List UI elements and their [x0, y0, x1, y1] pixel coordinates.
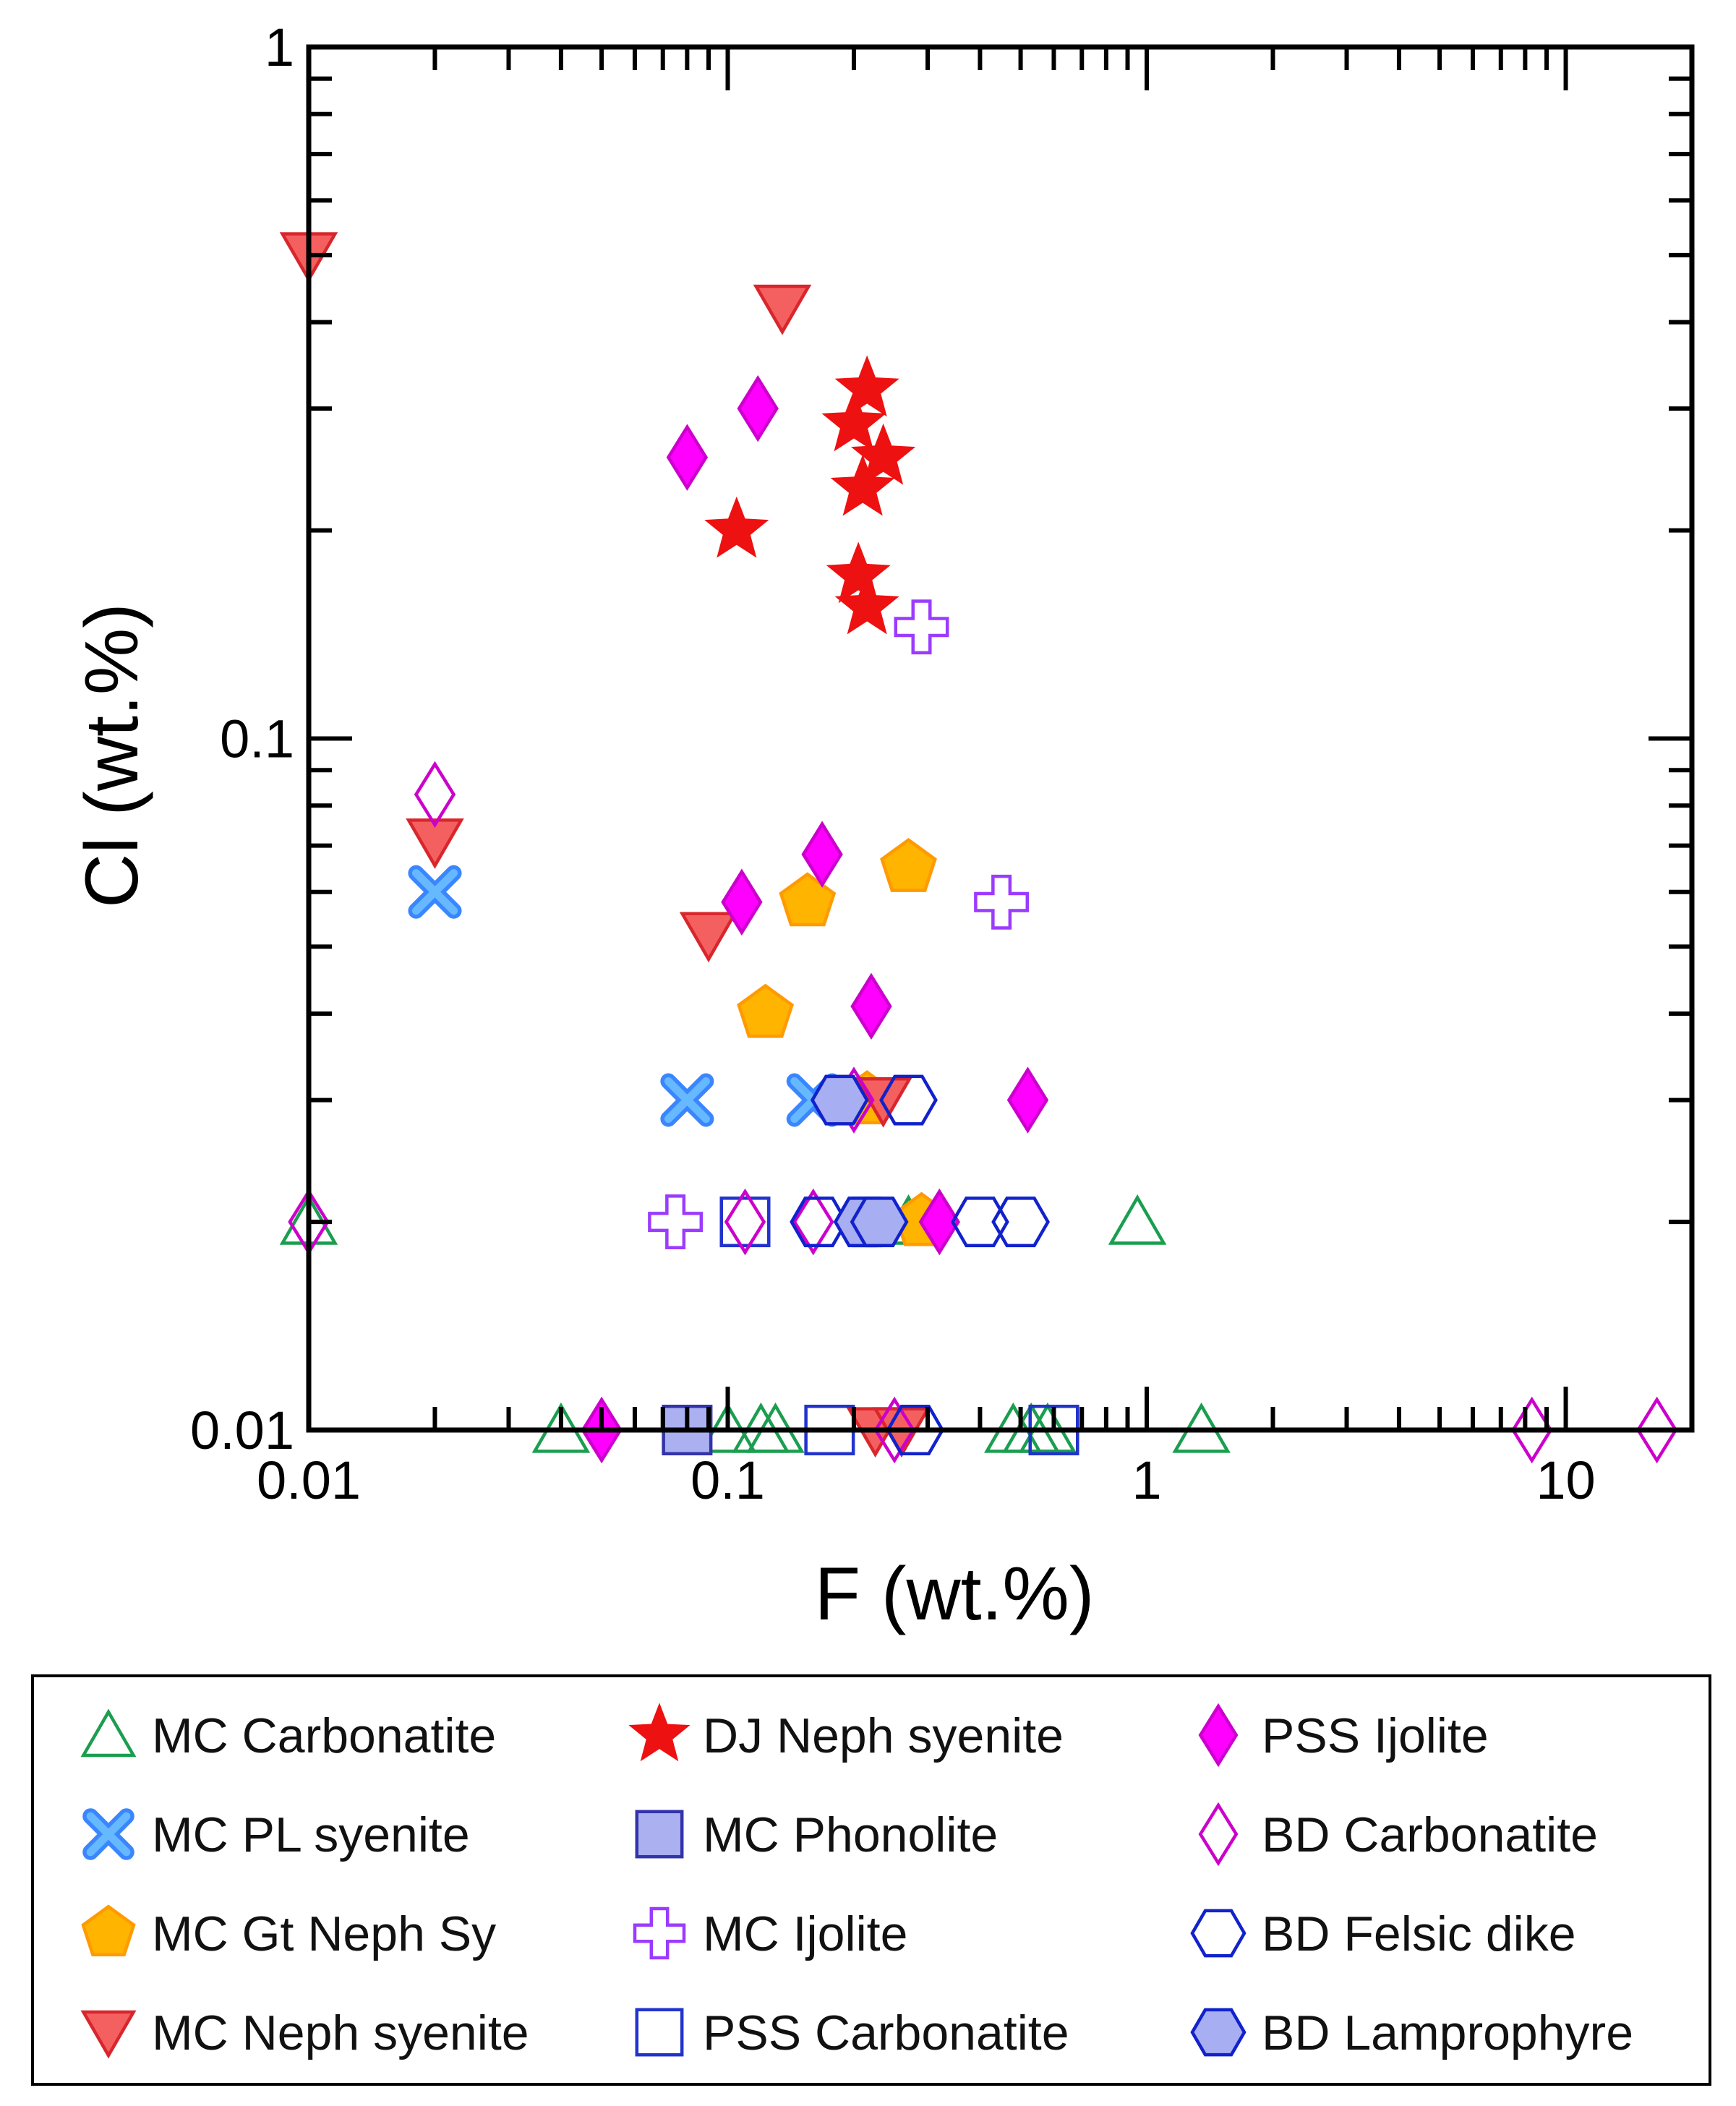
- data-point: [830, 454, 895, 516]
- data-point: [850, 1197, 909, 1248]
- data-point: [753, 284, 812, 335]
- y-tick-label: 0.1: [220, 709, 294, 769]
- x-tick-label: 1: [1132, 1450, 1161, 1510]
- legend-label: MC Carbonatite: [152, 1708, 496, 1763]
- legend-marker: [628, 1703, 690, 1762]
- x-tick-label: 0.01: [257, 1450, 361, 1510]
- legend-label: DJ Neph syenite: [703, 1708, 1064, 1763]
- data-point: [724, 1188, 766, 1256]
- data-point: [974, 874, 1030, 930]
- legend-marker: [80, 2010, 137, 2059]
- data-points: [279, 232, 1678, 1464]
- x-axis-label: F (wt.%): [814, 1552, 1094, 1636]
- series-bd-lamprophyre: [810, 1074, 909, 1248]
- axis-ticks: [307, 45, 1694, 1432]
- legend-label: PSS Ijolite: [1262, 1708, 1489, 1763]
- data-point: [406, 818, 464, 869]
- legend-label: MC PL syenite: [152, 1807, 470, 1862]
- data-point: [414, 761, 456, 829]
- data-point: [951, 1197, 1009, 1248]
- legend-marker: [1190, 2008, 1247, 2057]
- data-point: [801, 821, 843, 888]
- legend-label: MC Neph syenite: [152, 2006, 529, 2060]
- data-point: [826, 542, 891, 604]
- legend-label: BD Lamprophyre: [1262, 2006, 1633, 2060]
- data-point: [779, 872, 837, 927]
- legend-marker: [81, 1904, 136, 1957]
- series-mc-ijolite: [648, 599, 1030, 1250]
- data-point: [821, 390, 886, 452]
- data-point: [991, 1197, 1050, 1248]
- data-point: [894, 599, 949, 655]
- legend-marker: [635, 2008, 684, 2057]
- series-bd-felsic-dike: [790, 1074, 1050, 1455]
- data-point: [834, 355, 899, 417]
- series-mc-gt-neph-sy: [737, 837, 950, 1246]
- series-bd-carbonatite: [288, 761, 1678, 1464]
- data-point: [719, 1197, 771, 1248]
- y-axis-label: Cl (wt.%): [70, 603, 154, 908]
- data-point: [834, 573, 899, 635]
- legend-label: BD Felsic dike: [1262, 1906, 1576, 1961]
- data-point: [666, 424, 709, 491]
- data-point: [790, 1197, 848, 1248]
- legend-marker: [1198, 1802, 1239, 1867]
- legend-label: MC Ijolite: [703, 1906, 907, 1961]
- y-tick-label: 0.01: [190, 1400, 294, 1460]
- data-point: [810, 1074, 869, 1126]
- data-point: [737, 374, 779, 442]
- legend-label: MC Phonolite: [703, 1807, 998, 1862]
- data-point: [679, 912, 738, 963]
- legend-marker: [1198, 1703, 1239, 1768]
- y-tick-label: 1: [265, 17, 294, 77]
- legend: MC Carbonatite MC PL syenite MC Gt Neph Sy…: [31, 1674, 1711, 2086]
- data-point: [704, 496, 769, 558]
- data-point: [1006, 1066, 1049, 1134]
- data-point: [1108, 1194, 1167, 1245]
- legend-label: BD Carbonatite: [1262, 1807, 1598, 1862]
- x-tick-label: 0.1: [690, 1450, 765, 1510]
- series-pss-ijolite: [581, 374, 1049, 1464]
- data-point: [851, 423, 916, 485]
- data-point: [660, 1073, 714, 1127]
- legend-marker: [635, 1810, 684, 1859]
- data-point: [850, 972, 892, 1040]
- legend-label: MC Gt Neph Sy: [152, 1906, 496, 1961]
- legend-marker: [82, 1808, 134, 1860]
- data-point: [737, 983, 794, 1038]
- data-point: [879, 1074, 938, 1126]
- legend-marker: [80, 1708, 137, 1758]
- legend-label: PSS Carbonatite: [703, 2006, 1069, 2060]
- tick-labels: 0.01 0.1 1 10 0.01 0.1 1: [190, 17, 1596, 1510]
- legend-box: [31, 1674, 1711, 2086]
- legend-marker: [1190, 1909, 1247, 1958]
- x-tick-label: 10: [1536, 1450, 1595, 1510]
- data-point: [792, 1188, 834, 1256]
- series-dj-neph-syenite: [704, 355, 916, 635]
- data-point: [918, 1188, 960, 1256]
- data-point: [408, 865, 462, 919]
- data-point: [721, 868, 763, 936]
- legend-marker: [633, 1906, 686, 1960]
- data-point: [880, 837, 937, 892]
- data-point: [648, 1194, 704, 1250]
